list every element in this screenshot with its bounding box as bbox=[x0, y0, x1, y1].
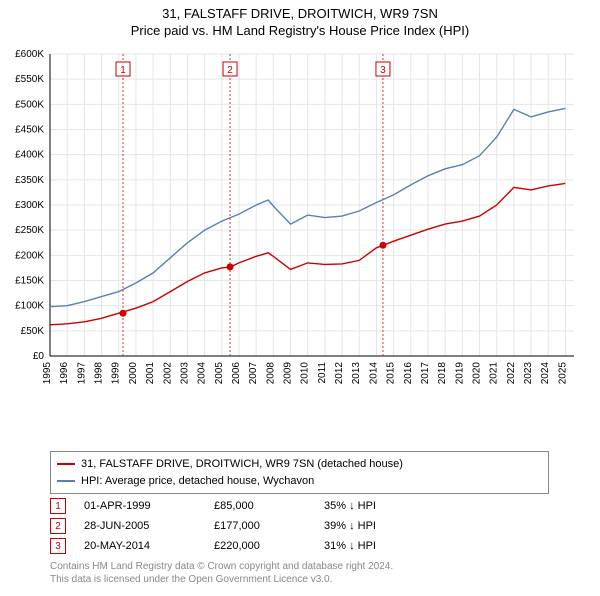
svg-text:2006: 2006 bbox=[231, 362, 242, 385]
svg-text:2008: 2008 bbox=[265, 362, 276, 385]
footer-line1: Contains HM Land Registry data © Crown c… bbox=[50, 560, 393, 573]
svg-text:£350K: £350K bbox=[15, 175, 44, 186]
chart-title-line2: Price paid vs. HM Land Registry's House … bbox=[0, 23, 600, 38]
legend-item: HPI: Average price, detached house, Wych… bbox=[57, 473, 542, 490]
chart-title-line1: 31, FALSTAFF DRIVE, DROITWICH, WR9 7SN bbox=[0, 6, 600, 21]
svg-text:1997: 1997 bbox=[76, 362, 87, 385]
svg-text:£500K: £500K bbox=[15, 99, 44, 110]
sale-price: £177,000 bbox=[214, 520, 324, 532]
svg-text:2019: 2019 bbox=[454, 362, 465, 385]
svg-text:2010: 2010 bbox=[300, 362, 311, 385]
svg-text:2016: 2016 bbox=[403, 362, 414, 385]
legend-label: HPI: Average price, detached house, Wych… bbox=[81, 473, 314, 490]
svg-text:£200K: £200K bbox=[15, 250, 44, 261]
sale-delta: 35% ↓ HPI bbox=[324, 500, 434, 512]
sale-date: 01-APR-1999 bbox=[84, 500, 214, 512]
svg-text:1: 1 bbox=[120, 65, 126, 76]
svg-text:2020: 2020 bbox=[472, 362, 483, 385]
svg-text:£0: £0 bbox=[33, 351, 45, 362]
svg-text:2024: 2024 bbox=[540, 362, 551, 385]
sale-row: 2 28-JUN-2005£177,00039% ↓ HPI bbox=[50, 516, 434, 536]
svg-text:2002: 2002 bbox=[162, 362, 173, 385]
svg-text:2017: 2017 bbox=[420, 362, 431, 385]
svg-text:£100K: £100K bbox=[15, 301, 44, 312]
svg-text:2022: 2022 bbox=[506, 362, 517, 385]
svg-text:2005: 2005 bbox=[214, 362, 225, 385]
sale-date: 28-JUN-2005 bbox=[84, 520, 214, 532]
legend-label: 31, FALSTAFF DRIVE, DROITWICH, WR9 7SN (… bbox=[81, 456, 403, 473]
svg-text:2004: 2004 bbox=[197, 362, 208, 385]
price-chart: £0£50K£100K£150K£200K£250K£300K£350K£400… bbox=[50, 50, 580, 400]
sale-delta: 39% ↓ HPI bbox=[324, 520, 434, 532]
svg-text:1995: 1995 bbox=[42, 362, 53, 385]
svg-text:2014: 2014 bbox=[368, 362, 379, 385]
svg-text:2013: 2013 bbox=[351, 362, 362, 385]
svg-text:£450K: £450K bbox=[15, 125, 44, 136]
sale-marker: 1 bbox=[50, 498, 66, 514]
svg-text:2018: 2018 bbox=[437, 362, 448, 385]
svg-text:2003: 2003 bbox=[179, 362, 190, 385]
svg-text:£150K: £150K bbox=[15, 276, 44, 287]
svg-text:£400K: £400K bbox=[15, 150, 44, 161]
sale-marker: 3 bbox=[50, 538, 66, 554]
sale-row: 1 01-APR-1999£85,00035% ↓ HPI bbox=[50, 496, 434, 516]
svg-text:1999: 1999 bbox=[111, 362, 122, 385]
svg-text:2000: 2000 bbox=[128, 362, 139, 385]
chart-legend: 31, FALSTAFF DRIVE, DROITWICH, WR9 7SN (… bbox=[50, 451, 549, 494]
chart-container: 31, FALSTAFF DRIVE, DROITWICH, WR9 7SN P… bbox=[0, 6, 600, 596]
svg-text:£550K: £550K bbox=[15, 74, 44, 85]
svg-text:2: 2 bbox=[227, 65, 233, 76]
svg-text:£300K: £300K bbox=[15, 200, 44, 211]
sales-table: 1 01-APR-1999£85,00035% ↓ HPI 2 28-JUN-2005… bbox=[50, 496, 434, 556]
legend-swatch bbox=[57, 463, 75, 465]
footer-attribution: Contains HM Land Registry data © Crown c… bbox=[50, 560, 393, 586]
svg-text:1998: 1998 bbox=[94, 362, 105, 385]
svg-text:3: 3 bbox=[380, 65, 386, 76]
svg-text:2009: 2009 bbox=[283, 362, 294, 385]
svg-text:£250K: £250K bbox=[15, 225, 44, 236]
sale-price: £220,000 bbox=[214, 540, 324, 552]
svg-text:1996: 1996 bbox=[59, 362, 70, 385]
svg-text:2011: 2011 bbox=[317, 362, 328, 384]
svg-text:£600K: £600K bbox=[15, 49, 44, 60]
svg-text:£50K: £50K bbox=[21, 326, 45, 337]
sale-row: 3 20-MAY-2014£220,00031% ↓ HPI bbox=[50, 536, 434, 556]
svg-text:2025: 2025 bbox=[557, 362, 568, 385]
svg-text:2012: 2012 bbox=[334, 362, 345, 385]
sale-marker: 2 bbox=[50, 518, 66, 534]
svg-text:2023: 2023 bbox=[523, 362, 534, 385]
sale-delta: 31% ↓ HPI bbox=[324, 540, 434, 552]
svg-text:2007: 2007 bbox=[248, 362, 259, 385]
svg-text:2001: 2001 bbox=[145, 362, 156, 385]
sale-price: £85,000 bbox=[214, 500, 324, 512]
legend-swatch bbox=[57, 480, 75, 482]
svg-text:2015: 2015 bbox=[386, 362, 397, 385]
footer-line2: This data is licensed under the Open Gov… bbox=[50, 573, 393, 586]
svg-text:2021: 2021 bbox=[489, 362, 500, 385]
sale-date: 20-MAY-2014 bbox=[84, 540, 214, 552]
legend-item: 31, FALSTAFF DRIVE, DROITWICH, WR9 7SN (… bbox=[57, 456, 542, 473]
